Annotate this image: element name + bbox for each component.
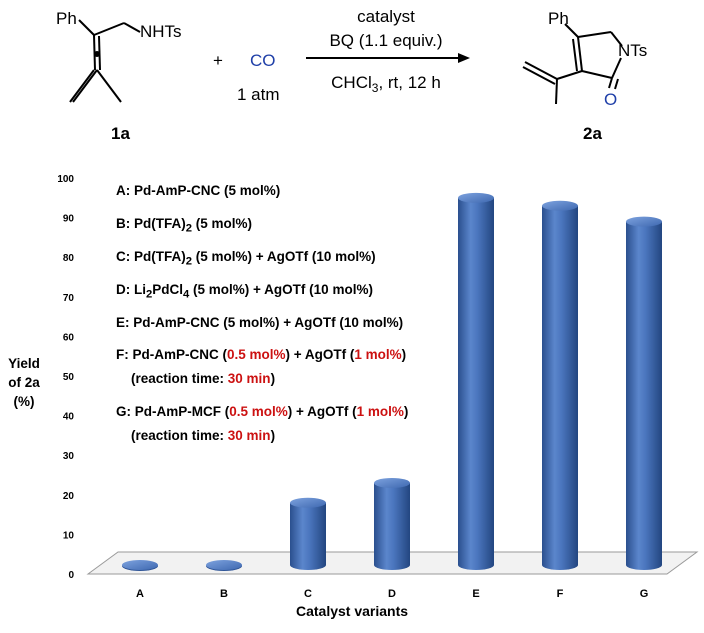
x-tick-label: E	[472, 588, 479, 600]
product-label: 2a	[583, 124, 602, 143]
bar-B	[206, 560, 242, 571]
legend-entry-f: F: Pd-AmP-CNC (0.5 mol%) + AgOTf (1 mol%…	[116, 347, 407, 362]
bar-top	[206, 560, 242, 570]
legend-entry-b: B: Pd(TFA)2 (5 mol%)	[116, 216, 253, 235]
reaction-scheme: Ph NHTs 1a + CO 1 atm catalyst BQ (1.1 e…	[56, 7, 647, 143]
x-tick-label: G	[640, 588, 649, 600]
co-pressure: 1 atm	[237, 85, 280, 104]
bar-top	[290, 497, 326, 508]
bar-chart: 0 10 20 30 40 50 60 70 80 90 100 A B C D E F G	[57, 174, 699, 600]
y-tick-label: 70	[63, 293, 75, 304]
bar-D	[374, 477, 410, 570]
bar-A	[122, 560, 158, 571]
x-tick-label: F	[557, 588, 564, 600]
bar-body	[626, 221, 662, 570]
y-tick-label: 90	[63, 214, 75, 225]
y-axis: 0 10 20 30 40 50 60 70 80 90 100	[57, 174, 74, 581]
x-tick-label: B	[220, 588, 228, 600]
y-axis-title: Yield of 2a (%)	[0, 354, 48, 411]
x-axis-ticks: A B C D E F G	[136, 588, 648, 600]
product-carbonyl-o: O	[604, 90, 617, 109]
legend-entry-a: A: Pd-AmP-CNC (5 mol%)	[116, 183, 281, 198]
reactant-structure	[69, 19, 141, 103]
legend-entry-d: D: Li2PdCl4 (5 mol%) + AgOTf (10 mol%)	[116, 282, 373, 301]
y-axis-title-line: Yield	[8, 356, 40, 371]
x-axis-title: Catalyst variants	[295, 603, 409, 619]
y-axis-title-line: of 2a	[8, 375, 40, 390]
y-axis-title-line: (%)	[13, 394, 35, 409]
y-tick-label: 20	[63, 491, 75, 502]
bar-top	[122, 560, 158, 570]
condition-bq: BQ (1.1 equiv.)	[329, 31, 442, 50]
reactant-label: 1a	[111, 124, 130, 143]
product-structure	[522, 23, 623, 105]
legend-entry-f-time: (reaction time: 30 min)	[131, 371, 276, 386]
y-tick-label: 50	[63, 372, 75, 383]
y-tick-label: 100	[57, 174, 74, 185]
arrow-head-icon	[458, 53, 470, 63]
reactant-group: NHTs	[140, 22, 182, 41]
product-group: NTs	[618, 41, 647, 60]
bars	[122, 192, 662, 571]
y-tick-label: 80	[63, 253, 75, 264]
condition-catalyst: catalyst	[357, 7, 415, 26]
bar-top	[374, 477, 410, 488]
bar-top	[542, 200, 578, 211]
bar-top	[626, 216, 662, 227]
y-tick-label: 0	[68, 570, 74, 581]
product-ph: Ph	[548, 9, 569, 28]
bar-E	[458, 192, 494, 570]
bar-top	[458, 192, 494, 203]
bar-F	[542, 200, 578, 570]
legend-entry-e: E: Pd-AmP-CNC (5 mol%) + AgOTf (10 mol%)	[116, 315, 404, 330]
allene-dot-icon	[94, 51, 100, 57]
bar-C	[290, 497, 326, 570]
co-reagent: CO	[250, 51, 276, 70]
plus-sign: +	[213, 51, 223, 70]
bar-body	[542, 205, 578, 570]
y-tick-label: 30	[63, 451, 75, 462]
bar-body	[374, 482, 410, 570]
x-tick-label: C	[304, 588, 312, 600]
bar-G	[626, 216, 662, 570]
legend-entry-c: C: Pd(TFA)2 (5 mol%) + AgOTf (10 mol%)	[116, 249, 376, 268]
y-tick-label: 10	[63, 530, 75, 541]
legend-entry-g: G: Pd-AmP-MCF (0.5 mol%) + AgOTf (1 mol%…	[116, 404, 409, 419]
y-tick-label: 60	[63, 332, 75, 343]
bar-body	[290, 502, 326, 570]
x-tick-label: D	[388, 588, 396, 600]
bar-body	[458, 197, 494, 570]
reactant-ph: Ph	[56, 9, 77, 28]
x-tick-label: A	[136, 588, 144, 600]
legend-entry-g-time: (reaction time: 30 min)	[131, 428, 276, 443]
y-tick-label: 40	[63, 412, 75, 423]
condition-solvent: CHCl3, rt, 12 h	[331, 73, 441, 95]
